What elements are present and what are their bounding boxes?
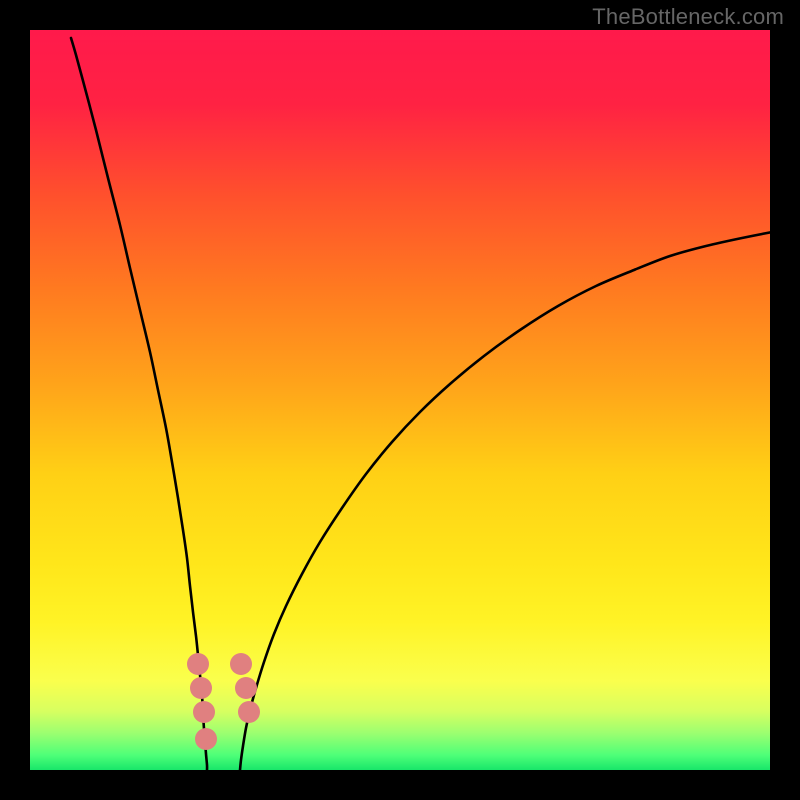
data-marker (235, 677, 257, 699)
data-marker (195, 728, 217, 750)
data-marker (190, 677, 212, 699)
chart-root: TheBottleneck.com (0, 0, 800, 800)
data-marker (230, 653, 252, 675)
right-curve (240, 228, 770, 770)
data-marker (238, 701, 260, 723)
data-marker (187, 653, 209, 675)
watermark: TheBottleneck.com (592, 4, 784, 30)
data-marker (193, 701, 215, 723)
curves-layer (30, 30, 770, 770)
plot-area (30, 30, 770, 770)
